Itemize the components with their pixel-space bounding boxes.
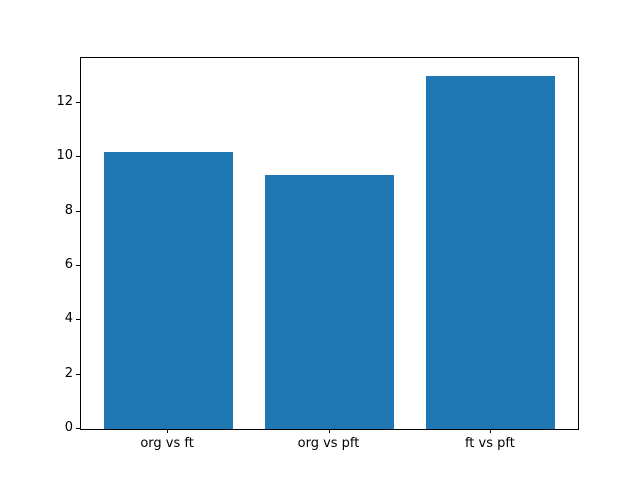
y-tick-mark: [76, 156, 80, 158]
y-tick-label: 4: [64, 311, 73, 327]
x-tick-label: org vs pft: [297, 436, 360, 451]
y-tick-mark: [76, 210, 80, 212]
y-tick-label: 12: [56, 93, 73, 109]
y-tick-mark: [76, 101, 80, 103]
y-tick-label: 10: [56, 148, 73, 164]
y-tick-mark: [76, 373, 80, 375]
y-tick-mark: [76, 264, 80, 266]
y-tick-mark: [76, 319, 80, 321]
x-tick-mark: [489, 429, 491, 433]
x-tick-mark: [328, 429, 330, 433]
y-tick-label: 6: [64, 256, 73, 272]
x-tick-mark: [167, 429, 169, 433]
y-tick-label: 8: [64, 202, 73, 218]
y-tick-label: 0: [64, 420, 73, 435]
y-tick-mark: [76, 428, 80, 429]
x-tick-label: org vs ft: [140, 436, 194, 451]
bar-org-vs-pft: [265, 174, 395, 429]
plot-area: [80, 57, 579, 430]
y-tick-label: 2: [64, 365, 73, 381]
bar-ft-vs-pft: [426, 75, 556, 429]
bar-org-vs-ft: [103, 151, 233, 429]
x-tick-label: ft vs pft: [464, 436, 515, 451]
